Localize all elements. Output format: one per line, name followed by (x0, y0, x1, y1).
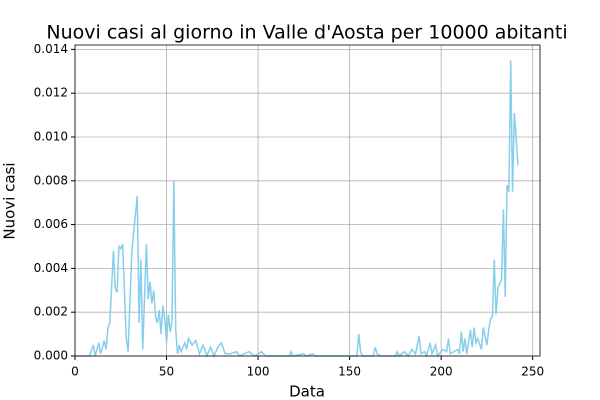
x-tick-label: 0 (71, 365, 79, 379)
plot-frame (74, 44, 541, 357)
chart-title: Nuovi casi al giorno in Valle d'Aosta pe… (46, 22, 567, 44)
data-line (75, 60, 519, 359)
x-tick-label: 250 (521, 365, 544, 379)
y-tick-label: 0.004 (34, 261, 68, 275)
y-tick-label: 0.012 (34, 86, 68, 100)
y-axis-label: Nuovi casi (1, 162, 19, 239)
y-tick-label: 0.008 (34, 173, 68, 187)
x-tick-label: 100 (247, 365, 270, 379)
x-tick-label: 200 (430, 365, 453, 379)
x-axis-label: Data (289, 383, 325, 400)
y-tick-label: 0.006 (34, 217, 68, 231)
y-tick-label: 0.014 (34, 42, 68, 56)
y-tick-label: 0.002 (34, 305, 68, 319)
y-tick-label: 0.000 (34, 349, 68, 363)
x-tick-label: 150 (338, 365, 361, 379)
y-tick-label: 0.010 (34, 129, 68, 143)
x-tick-label: 50 (159, 365, 174, 379)
